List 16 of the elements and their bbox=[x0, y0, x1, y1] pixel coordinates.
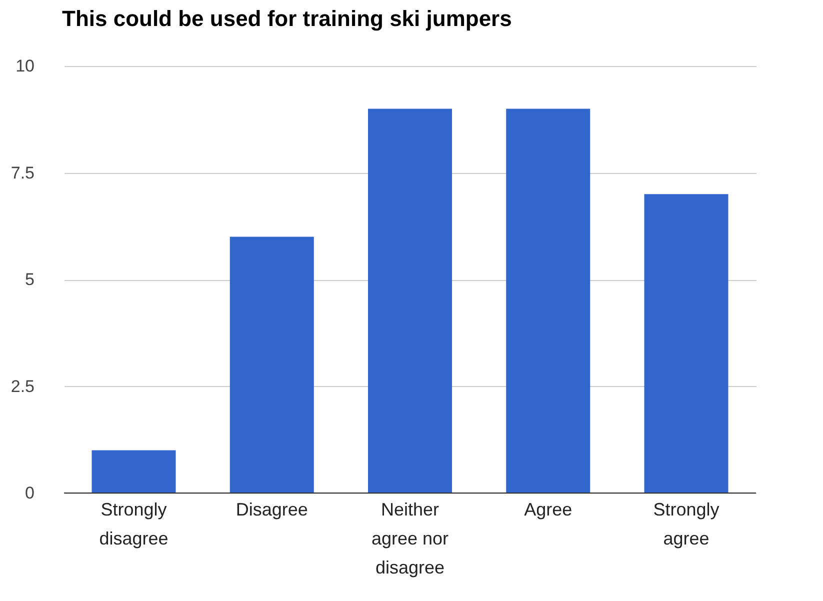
bar bbox=[506, 108, 590, 493]
y-tick-label: 2.5 bbox=[10, 376, 34, 396]
x-tick-label: Disagree bbox=[236, 500, 308, 520]
x-tick-label: Strongly agree bbox=[653, 500, 720, 548]
x-tick-label: Strongly disagree bbox=[99, 500, 168, 548]
y-tick-label: 7.5 bbox=[10, 163, 34, 182]
x-tick-label: Neither agree nor disagree bbox=[371, 500, 449, 578]
chart-title: This could be used for training ski jumpers bbox=[62, 6, 512, 31]
bar bbox=[644, 194, 728, 493]
bar bbox=[368, 108, 452, 493]
y-tick-label: 5 bbox=[25, 270, 34, 289]
y-tick-label: 10 bbox=[16, 56, 34, 76]
bar bbox=[92, 450, 176, 493]
bar bbox=[230, 236, 314, 493]
x-tick-label: Agree bbox=[524, 500, 572, 520]
y-tick-label: 0 bbox=[25, 484, 34, 502]
